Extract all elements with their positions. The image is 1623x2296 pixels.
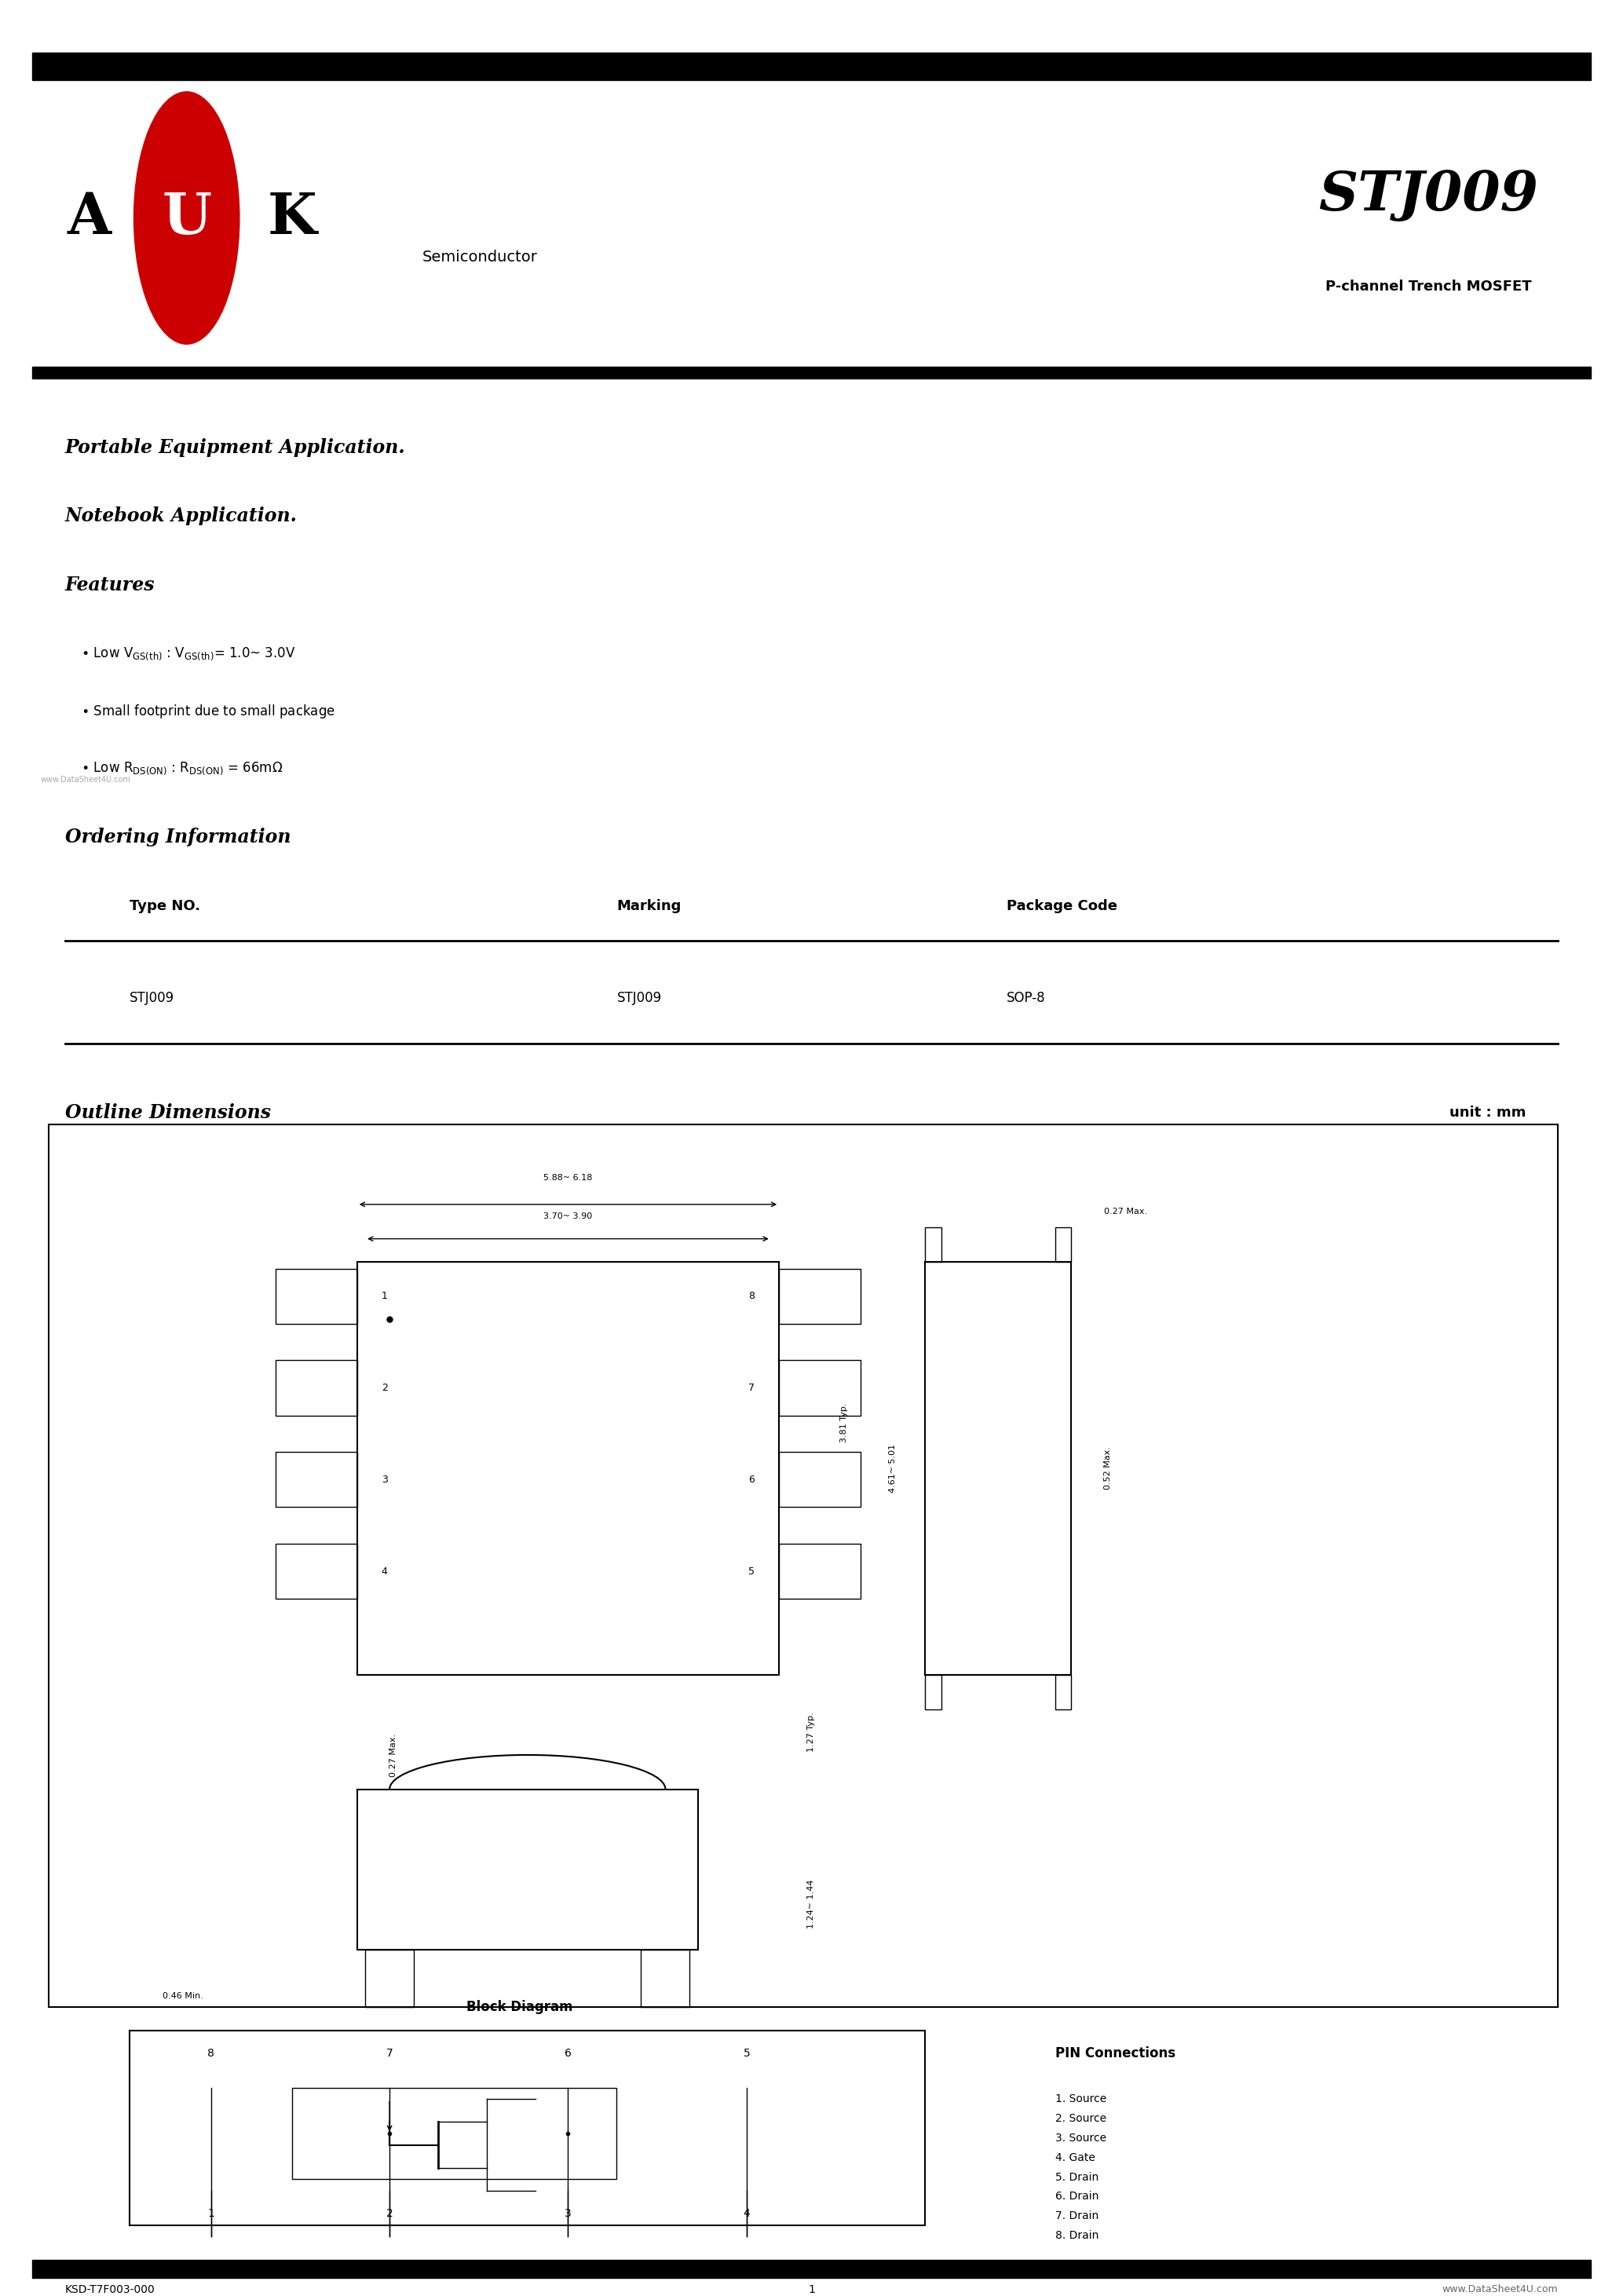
Bar	[32, 2259, 1591, 2278]
Text: 0.27 Max.: 0.27 Max.	[1104, 1208, 1147, 1215]
Text: 5: 5	[748, 1566, 755, 1577]
Bar	[276, 1451, 357, 1506]
Text: KSD-T7F003-000: KSD-T7F003-000	[65, 2285, 156, 2296]
Text: Semiconductor: Semiconductor	[422, 250, 537, 264]
Text: 5: 5	[743, 2048, 750, 2060]
Text: 0.52 Max.: 0.52 Max.	[1104, 1446, 1112, 1490]
Text: Outline Dimensions: Outline Dimensions	[65, 1102, 271, 1123]
Bar	[130, 2030, 925, 2225]
Bar	[357, 1263, 779, 1674]
Text: PIN Connections: PIN Connections	[1055, 2046, 1175, 2060]
Text: www.DataSheet4U.com: www.DataSheet4U.com	[1443, 2285, 1558, 2294]
Text: 4. Gate: 4. Gate	[1055, 2151, 1096, 2163]
Bar	[779, 1543, 860, 1598]
Text: Block Diagram: Block Diagram	[466, 2000, 573, 2014]
Text: STJ009: STJ009	[1318, 168, 1539, 220]
Text: 2. Source: 2. Source	[1055, 2112, 1107, 2124]
Text: 2: 2	[381, 1382, 388, 1394]
Text: 6: 6	[565, 2048, 571, 2060]
Text: 5. Drain: 5. Drain	[1055, 2172, 1099, 2183]
Text: 4.61~ 5.01: 4.61~ 5.01	[889, 1444, 896, 1492]
Text: $\bullet$ Small footprint due to small package: $\bullet$ Small footprint due to small p…	[81, 703, 336, 719]
Text: STJ009: STJ009	[617, 992, 662, 1006]
Bar	[925, 1263, 1071, 1674]
Bar	[276, 1359, 357, 1414]
Text: SOP-8: SOP-8	[1006, 992, 1045, 1006]
Text: 7: 7	[386, 2048, 393, 2060]
Text: $\bullet$ Low $\mathregular{R_{DS(ON)}}$ : $\mathregular{R_{DS(ON)}}$ = 66m$\mat: $\bullet$ Low $\mathregular{R_{DS(ON)}}$…	[81, 760, 282, 776]
Text: 4: 4	[743, 2209, 750, 2220]
Text: 8. Drain: 8. Drain	[1055, 2229, 1099, 2241]
Text: 1: 1	[808, 2285, 815, 2296]
Bar	[276, 1543, 357, 1598]
Text: $\bullet$ Low $\mathregular{V_{GS(th)}}$ : $\mathregular{V_{GS(th)}}$= 1.0~ 3.0V: $\bullet$ Low $\mathregular{V_{GS(th)}}$…	[81, 645, 295, 661]
Text: Notebook Application.: Notebook Application.	[65, 507, 297, 526]
Bar	[32, 367, 1591, 379]
Bar	[641, 1949, 690, 2007]
Bar	[925, 1228, 941, 1263]
Text: 7. Drain: 7. Drain	[1055, 2211, 1099, 2223]
Text: 4: 4	[381, 1566, 388, 1577]
Bar	[779, 1359, 860, 1414]
Text: Ordering Information: Ordering Information	[65, 829, 291, 847]
Text: 1. Source: 1. Source	[1055, 2094, 1107, 2105]
Text: 5.88~ 6.18: 5.88~ 6.18	[544, 1173, 592, 1182]
Text: Package Code: Package Code	[1006, 900, 1117, 914]
Bar	[925, 1674, 941, 1708]
Text: Portable Equipment Application.: Portable Equipment Application.	[65, 439, 406, 457]
Bar	[357, 1789, 698, 1949]
Text: 3.81 Typ.: 3.81 Typ.	[841, 1403, 847, 1442]
Text: 0.27 Max.: 0.27 Max.	[390, 1733, 398, 1777]
Text: Marking: Marking	[617, 900, 682, 914]
Text: 8: 8	[748, 1290, 755, 1302]
Bar	[779, 1270, 860, 1325]
Text: 1.27 Typ.: 1.27 Typ.	[808, 1713, 815, 1752]
Bar	[779, 1451, 860, 1506]
Bar	[1055, 1674, 1071, 1708]
Text: 1: 1	[208, 2209, 214, 2220]
Bar	[292, 2087, 617, 2179]
Text: 6. Drain: 6. Drain	[1055, 2190, 1099, 2202]
Text: 3: 3	[565, 2209, 571, 2220]
Text: K: K	[268, 191, 316, 246]
Text: 3: 3	[381, 1474, 388, 1486]
Bar	[49, 1125, 1558, 2007]
Text: 6: 6	[748, 1474, 755, 1486]
Text: 3. Source: 3. Source	[1055, 2133, 1107, 2144]
Bar	[1055, 1228, 1071, 1263]
Text: P-channel Trench MOSFET: P-channel Trench MOSFET	[1324, 280, 1532, 294]
Text: 1.24~ 1.44: 1.24~ 1.44	[808, 1880, 815, 1929]
Bar	[276, 1270, 357, 1325]
Text: Type NO.: Type NO.	[130, 900, 201, 914]
Bar	[32, 53, 1591, 80]
Text: 1: 1	[381, 1290, 388, 1302]
Text: A: A	[67, 191, 112, 246]
Text: 2: 2	[386, 2209, 393, 2220]
Text: STJ009: STJ009	[130, 992, 175, 1006]
Text: 8: 8	[208, 2048, 214, 2060]
Text: 3.70~ 3.90: 3.70~ 3.90	[544, 1212, 592, 1221]
Text: unit : mm: unit : mm	[1449, 1107, 1526, 1120]
Ellipse shape	[133, 92, 240, 344]
Text: www.DataSheet4U.com: www.DataSheet4U.com	[41, 776, 131, 783]
Text: 0.46 Min.: 0.46 Min.	[162, 1993, 203, 2000]
Text: Features: Features	[65, 576, 154, 595]
Text: U: U	[162, 191, 211, 246]
Bar	[365, 1949, 414, 2007]
Text: 7: 7	[748, 1382, 755, 1394]
